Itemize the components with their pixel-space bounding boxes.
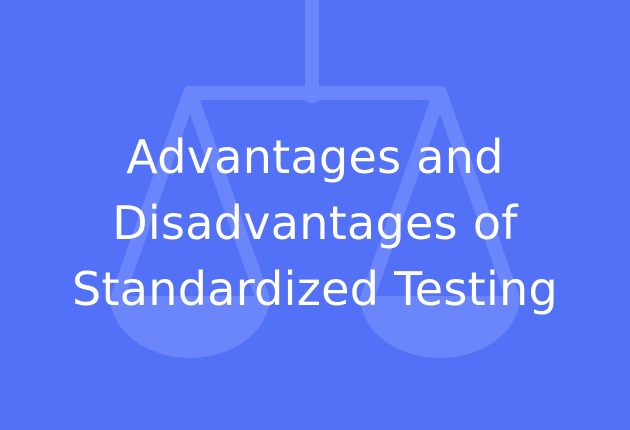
title-line-1: Advantages and [126, 130, 504, 184]
title-line-3: Standardized Testing [71, 262, 559, 316]
title-line-2: Disadvantages of [112, 196, 518, 250]
page-title: Advantages and Disadvantages of Standard… [72, 108, 558, 322]
